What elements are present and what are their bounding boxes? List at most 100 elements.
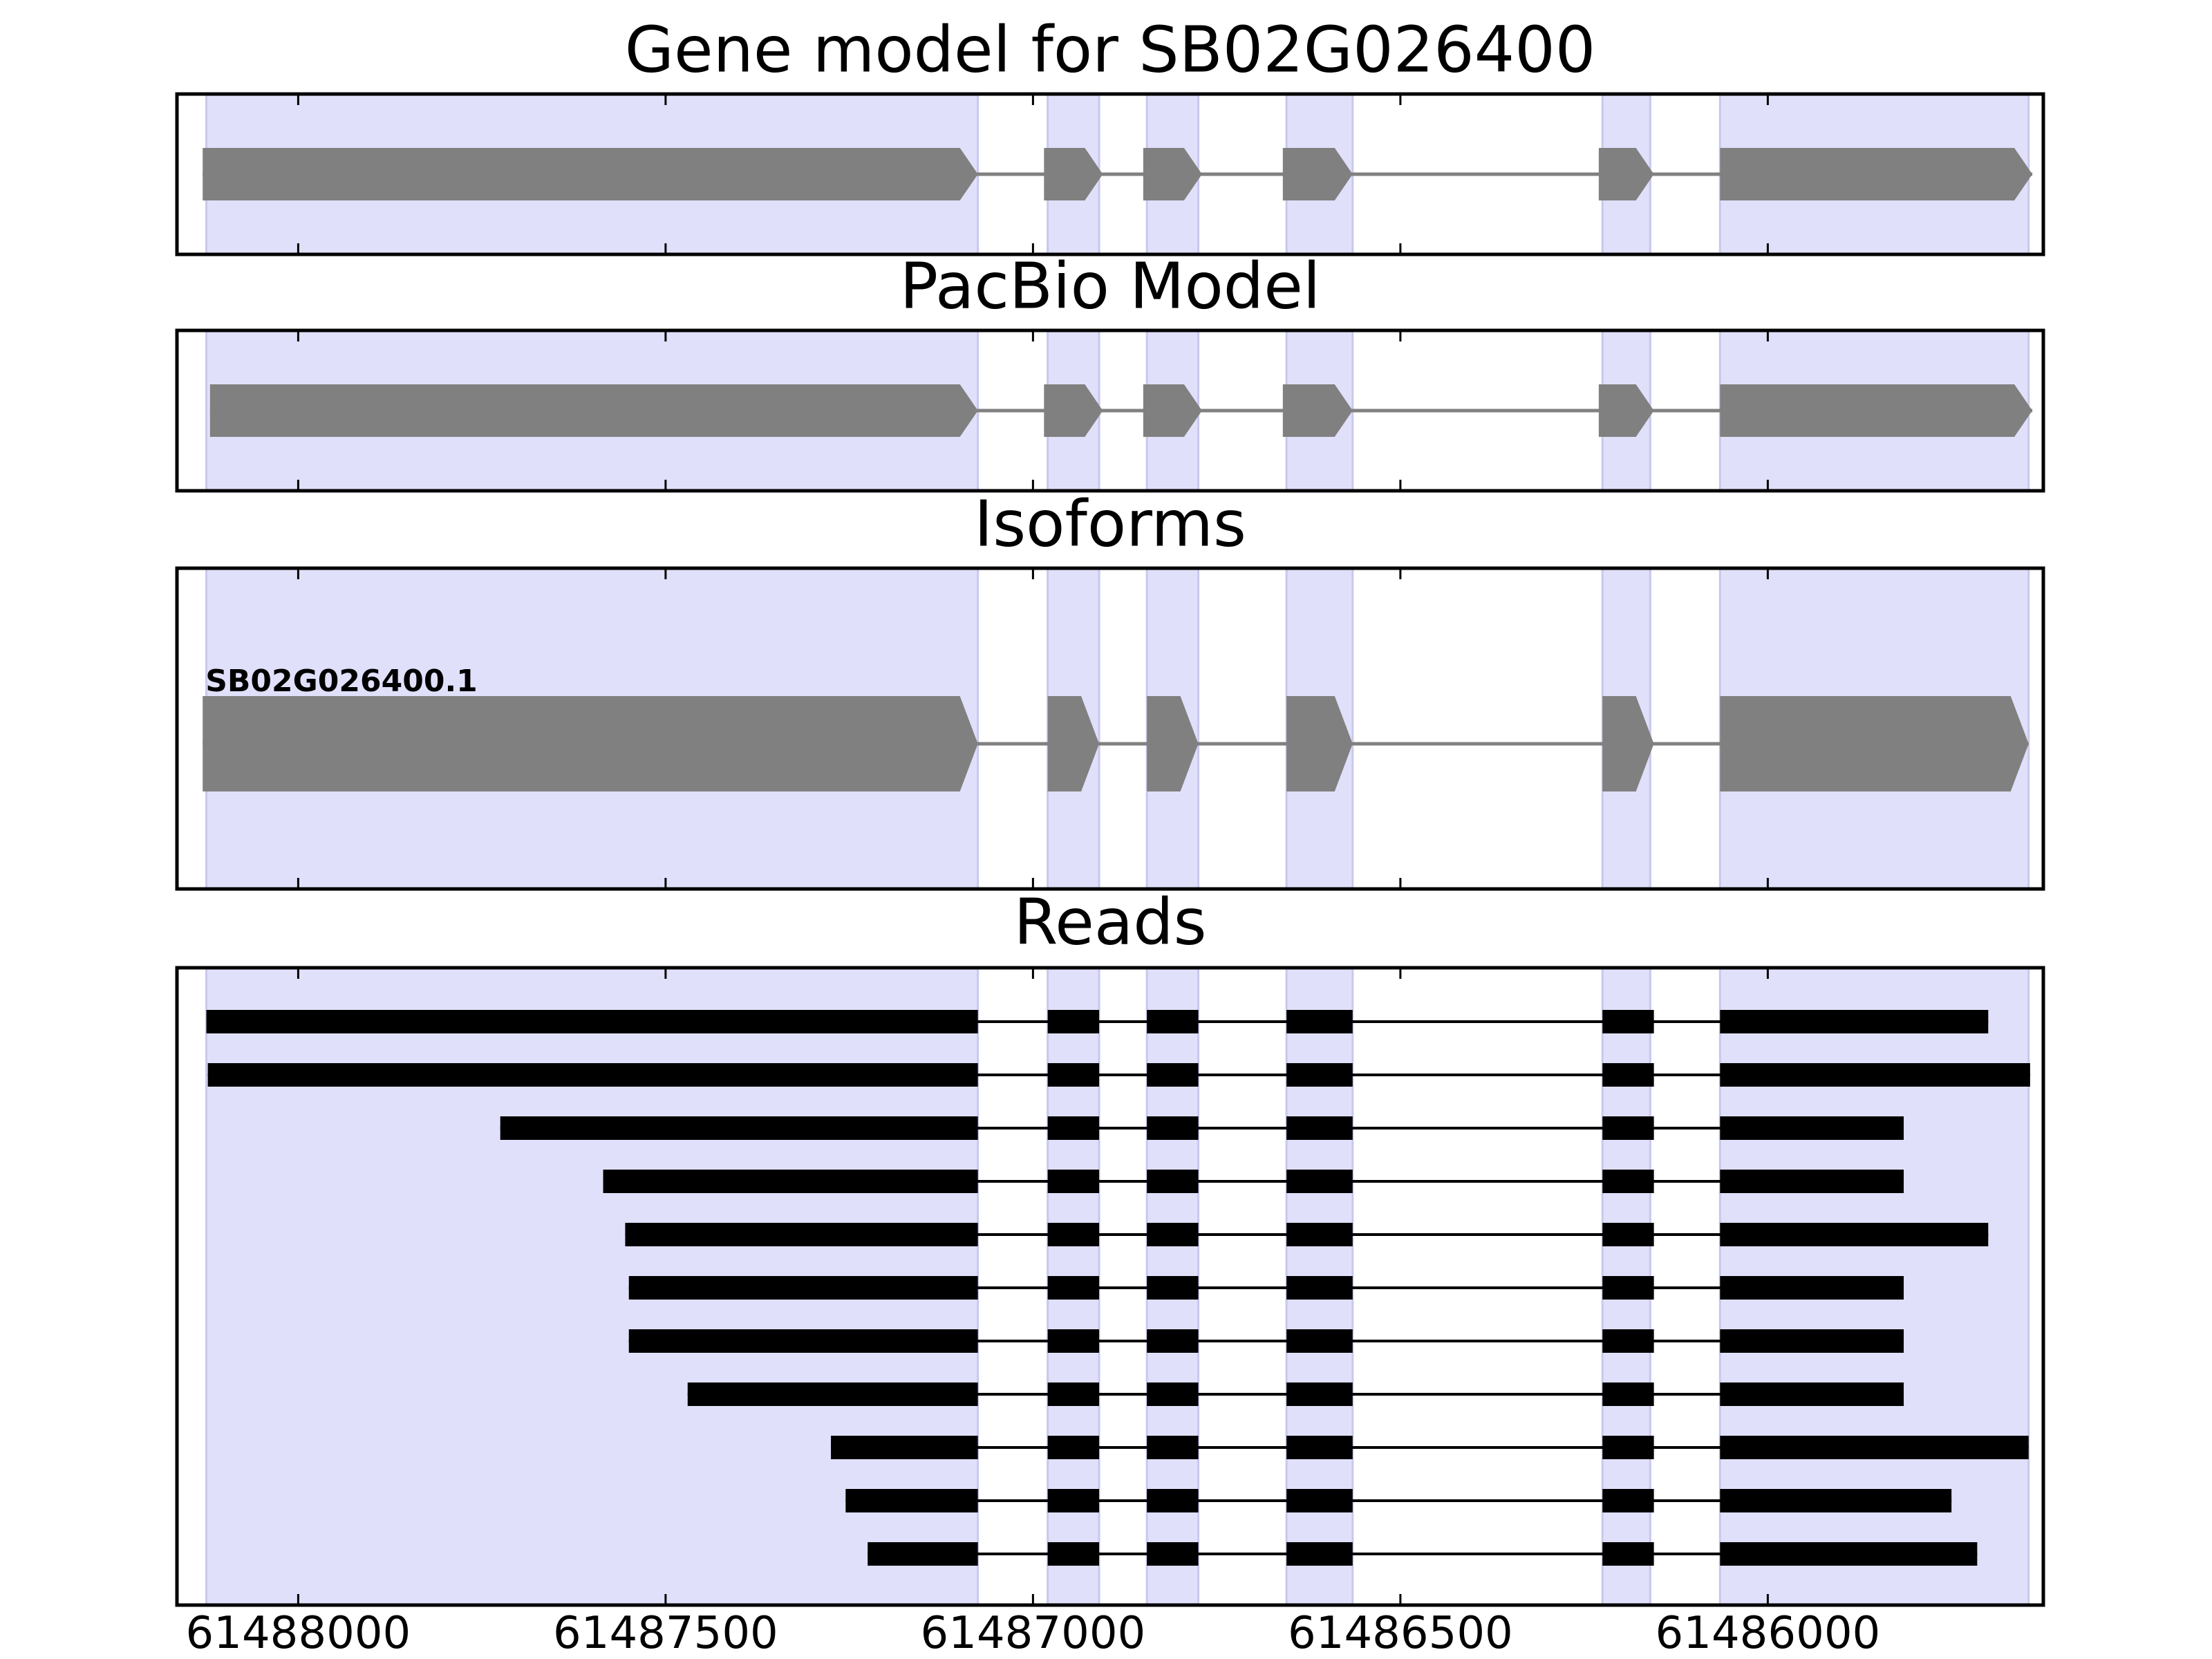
read-exon xyxy=(845,1489,978,1512)
read-exon xyxy=(628,1329,978,1353)
read-exon xyxy=(206,1010,978,1033)
read-exon xyxy=(1286,1276,1353,1300)
read-exon xyxy=(868,1542,978,1566)
read-exon xyxy=(1047,1010,1100,1033)
exon-arrow xyxy=(1282,384,1353,437)
read-exon xyxy=(1047,1489,1100,1512)
read-exon xyxy=(1286,1010,1353,1033)
read-exon xyxy=(1720,1436,2029,1459)
read-exon xyxy=(1286,1382,1353,1406)
exon-arrow xyxy=(1720,696,2029,791)
read-exon xyxy=(1286,1436,1353,1459)
isoform-label: SB02G026400.1 xyxy=(205,664,478,699)
read-exon xyxy=(1720,1382,1904,1406)
exon-arrow xyxy=(1720,384,2033,437)
read-exon xyxy=(1286,1329,1353,1353)
read-exon xyxy=(1720,1329,1904,1353)
exon-arrow xyxy=(209,384,978,437)
panel-frame xyxy=(175,566,2045,891)
read xyxy=(206,1010,1989,1033)
read-exon xyxy=(1602,1170,1654,1193)
read-exon xyxy=(1047,1436,1100,1459)
read-exon xyxy=(1147,1382,1199,1406)
exon-arrow xyxy=(1143,148,1202,200)
x-tick-label: 61488000 xyxy=(186,1608,411,1659)
read-exon xyxy=(831,1436,978,1459)
read-exon xyxy=(1720,1542,1978,1566)
exon-arrow xyxy=(1602,696,1654,791)
read-exon xyxy=(1602,1436,1654,1459)
read-exon xyxy=(1602,1063,1654,1087)
read-exon xyxy=(1147,1329,1199,1353)
read-exon xyxy=(1602,1542,1654,1566)
read-exon xyxy=(1286,1063,1353,1087)
read-exon xyxy=(1720,1010,1989,1033)
exon-arrow xyxy=(1720,148,2033,200)
read-exon xyxy=(1286,1170,1353,1193)
read xyxy=(831,1436,2029,1459)
read-exon xyxy=(1147,1276,1199,1300)
panel-isoform-2: Isoforms SB02G026400.1 xyxy=(175,487,2045,891)
panel-frame xyxy=(175,328,2045,493)
panel-gene-0: Gene model for SB02G026400 xyxy=(175,12,2045,256)
read-exon xyxy=(625,1223,978,1246)
read xyxy=(845,1489,1952,1512)
read-exon xyxy=(1047,1170,1100,1193)
gene-model: SB02G026400.1 xyxy=(203,664,2029,791)
read xyxy=(207,1063,2030,1087)
x-tick-label: 61487000 xyxy=(921,1608,1146,1659)
read xyxy=(628,1276,1904,1300)
read-exon xyxy=(1286,1116,1353,1140)
exon-arrow xyxy=(1147,696,1199,791)
read-exon xyxy=(1147,1489,1199,1512)
read-exon xyxy=(1047,1223,1100,1246)
read-exon xyxy=(1047,1542,1100,1566)
read-exon xyxy=(1602,1223,1654,1246)
panel-title: PacBio Model xyxy=(900,249,1321,323)
exon-arrow xyxy=(1047,696,1100,791)
read-exon xyxy=(1147,1063,1199,1087)
read-exon xyxy=(1147,1116,1199,1140)
read xyxy=(625,1223,1989,1246)
exon-arrow xyxy=(1598,148,1654,200)
read xyxy=(687,1382,1904,1406)
panel-gene-1: PacBio Model xyxy=(175,249,2045,493)
read-exon xyxy=(1602,1489,1654,1512)
read-exon xyxy=(1147,1010,1199,1033)
exon-arrow xyxy=(203,696,978,791)
read-exon xyxy=(1720,1223,1989,1246)
panel-title: Reads xyxy=(1013,885,1206,959)
read-exon xyxy=(1720,1489,1952,1512)
read-exon xyxy=(1147,1542,1199,1566)
read-exon xyxy=(1602,1010,1654,1033)
read-exon xyxy=(1047,1382,1100,1406)
exon-arrow xyxy=(1598,384,1654,437)
read-exon xyxy=(1286,1223,1353,1246)
exon-arrow xyxy=(1044,148,1103,200)
read-exon xyxy=(500,1116,978,1140)
gene-model xyxy=(209,384,2033,437)
exon-arrow xyxy=(1143,384,1202,437)
read-exon xyxy=(207,1063,978,1087)
read-exon xyxy=(1047,1329,1100,1353)
read xyxy=(868,1542,1978,1566)
read-exon xyxy=(1147,1436,1199,1459)
read-exon xyxy=(1720,1276,1904,1300)
read-exon xyxy=(1602,1276,1654,1300)
read-exon xyxy=(1602,1329,1654,1353)
read-exon xyxy=(1602,1116,1654,1140)
read xyxy=(603,1170,1904,1193)
exon-arrow xyxy=(203,148,978,200)
read-exon xyxy=(1047,1116,1100,1140)
exon-arrow xyxy=(1044,384,1103,437)
read-exon xyxy=(687,1382,978,1406)
x-tick-label: 61486000 xyxy=(1656,1608,1881,1659)
panels-layer: Gene model for SB02G026400 PacBio Model Is… xyxy=(175,12,2045,1607)
panel-frame xyxy=(175,966,2045,1607)
x-tick-label: 61486500 xyxy=(1288,1608,1513,1659)
panel-reads-3: Reads xyxy=(175,885,2045,1607)
gene-model xyxy=(203,148,2033,200)
read-exon xyxy=(1147,1170,1199,1193)
read-exon xyxy=(1047,1063,1100,1087)
